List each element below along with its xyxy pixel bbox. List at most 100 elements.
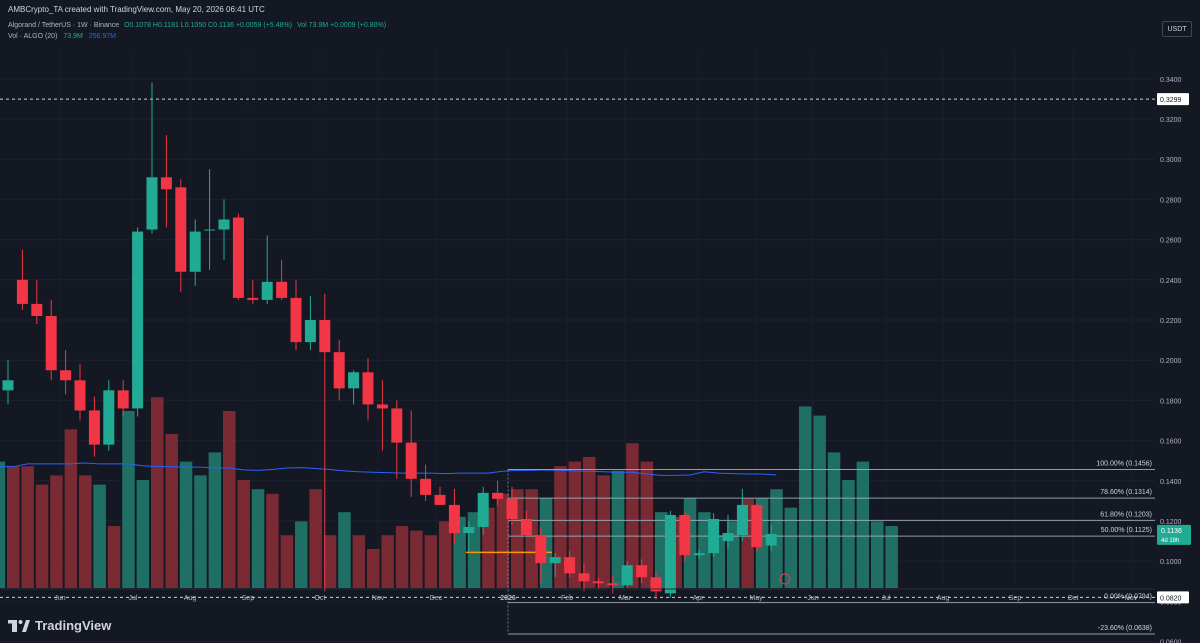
fib-level-label: -23.60% (0.0638): [1098, 625, 1152, 632]
currency-button[interactable]: USDT: [1162, 21, 1192, 37]
candle-body: [448, 504, 460, 534]
candle-body: [160, 177, 172, 190]
x-tick-label: Oct: [1068, 595, 1079, 602]
alert-icon: [779, 573, 791, 585]
volume-bar: [813, 415, 826, 588]
volume-bar: [568, 461, 582, 588]
candle-body: [463, 527, 475, 534]
candle-body: [376, 404, 388, 409]
y-tick-label: 0.3200: [1160, 117, 1182, 124]
candle-body: [290, 297, 302, 343]
candle-body: [621, 565, 633, 586]
volume-bar: [583, 457, 596, 588]
x-tick-label: Mar: [619, 595, 632, 602]
candle-body: [362, 372, 374, 405]
x-tick-label: Apr: [693, 595, 705, 602]
candle-body: [189, 231, 201, 272]
ohlc-values: O0.1078 H0.1181 L0.1050 C0.1136 +0.0059 …: [124, 22, 292, 29]
x-tick-label: Nov: [1125, 595, 1138, 602]
volume-bar: [395, 526, 409, 588]
high-price-label: 0.3299: [1160, 97, 1182, 104]
drawings[interactable]: 100.00% (0.1456) 78.60% (0.1314) 61.80% (0…: [0, 98, 1155, 635]
candle-body: [117, 390, 129, 409]
candle-body: [45, 315, 57, 371]
volume-bar: [885, 526, 898, 588]
volume-bar: [280, 535, 294, 588]
volume-bar: [496, 493, 510, 588]
volume-bar: [698, 512, 711, 588]
x-tick-label: Jun: [807, 595, 818, 602]
candle-body: [434, 494, 446, 505]
x-tick-label: Aug: [184, 595, 197, 602]
candle-body: [492, 492, 504, 499]
candle-body: [31, 303, 43, 316]
candle-body: [607, 583, 619, 586]
candle-body: [348, 372, 360, 389]
countdown-label: 4d 18h: [1161, 538, 1179, 544]
volume-bar: [871, 521, 884, 588]
y-tick-label: 0.2400: [1160, 278, 1182, 285]
y-tick-label: 0.2000: [1160, 358, 1182, 365]
volume-indicator-title: Vol · ALGO (20): [8, 33, 58, 40]
volume-bar: [381, 535, 394, 588]
candle-body: [276, 281, 288, 298]
brand-name: TradingView: [35, 618, 112, 633]
volume-ma-polyline: [0, 462, 777, 476]
tradingview-brand[interactable]: TradingView: [8, 618, 111, 633]
candle-body: [232, 217, 244, 298]
volume-legend[interactable]: Vol · ALGO (20) 73.9M 256.97M: [8, 33, 116, 40]
y-tick-label: 0.1200: [1160, 519, 1182, 526]
candle-body: [722, 533, 734, 542]
candle-body: [664, 514, 676, 594]
volume-bar: [223, 411, 236, 588]
candle-body: [765, 533, 777, 546]
candle-body: [564, 557, 576, 574]
candle-body: [261, 281, 273, 300]
x-tick-label: Sep: [242, 595, 255, 602]
candle-body: [16, 279, 28, 304]
fib-level-label: 100.00% (0.1456): [1096, 461, 1152, 468]
symbol-legend[interactable]: Algorand / TetherUS · 1W · Binance O0.10…: [8, 22, 386, 29]
volume-bar: [482, 507, 495, 588]
volume-bar: [179, 461, 193, 588]
time-axis[interactable]: Jun Jul Aug Sep Oct Nov Dec 2026 Feb Mar Apr May Jun…: [0, 588, 1155, 602]
candle-body: [736, 504, 748, 536]
candle-body: [333, 352, 345, 389]
volume-bar: [208, 452, 222, 588]
y-tick-label: 0.3400: [1160, 77, 1182, 84]
volume-bar: [266, 493, 279, 588]
volume-bar: [799, 406, 812, 588]
candle-body: [304, 320, 316, 343]
volume-bar: [439, 521, 452, 588]
volume-bar: [611, 470, 625, 588]
volume-bar: [626, 443, 639, 588]
x-tick-label: Jun: [54, 595, 65, 602]
volume-bar: [424, 535, 438, 588]
volume-bar: [165, 434, 178, 588]
x-tick-label: Jul: [129, 595, 138, 602]
volume-bar: [251, 489, 265, 588]
volume-bar: [525, 489, 538, 588]
y-tick-label: 0.0600: [1160, 640, 1182, 643]
fib-level-label: 78.60% (0.1314): [1100, 489, 1152, 496]
volume-bar: [655, 512, 668, 588]
candle-body: [204, 229, 216, 231]
candle-body: [132, 231, 144, 409]
y-tick-label: 0.2600: [1160, 238, 1182, 245]
candle-body: [636, 565, 648, 578]
volume-bar: [50, 475, 63, 588]
y-tick-label: 0.2200: [1160, 318, 1182, 325]
high-price-tag: [1157, 93, 1189, 106]
last-price-label: 0.1136: [1161, 528, 1182, 535]
symbol-title: Algorand / TetherUS · 1W · Binance: [8, 22, 120, 29]
x-tick-label: 2026: [500, 595, 516, 602]
fib-level-label: 50.00% (0.1125): [1101, 527, 1152, 534]
volume-bar: [367, 549, 380, 588]
price-axis[interactable]: 0.3400 0.3200 0.3000 0.2800 0.2600 0.2400 0.22…: [1157, 77, 1191, 643]
candle-body: [146, 177, 158, 230]
candle-body: [88, 410, 100, 445]
candle-body: [520, 518, 532, 536]
candle-body: [751, 504, 763, 548]
volume-bar: [0, 461, 6, 588]
